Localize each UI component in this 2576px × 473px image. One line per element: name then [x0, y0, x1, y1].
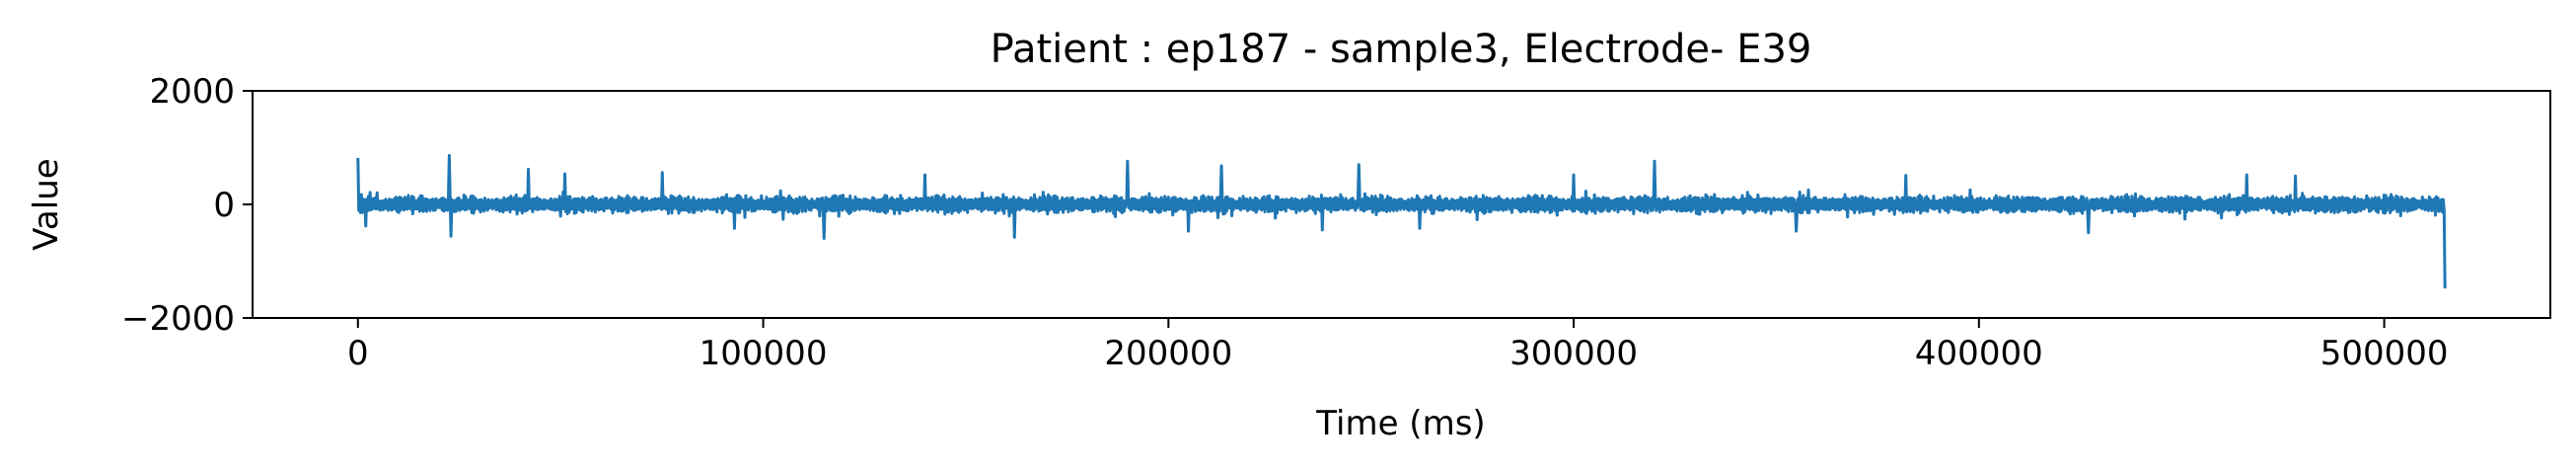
x-tick-label: 400000: [1915, 334, 2043, 373]
x-tick-label: 0: [347, 334, 369, 373]
y-axis: −2000 0 2000: [121, 72, 253, 339]
x-axis-label: Time (ms): [1315, 404, 1485, 443]
y-tick-label: 0: [213, 186, 235, 225]
x-tick-label: 100000: [699, 334, 828, 373]
x-tick-label: 300000: [1509, 334, 1638, 373]
y-tick-label: 2000: [149, 72, 235, 112]
series-line: [356, 154, 2447, 289]
chart-title: Patient : ep187 - sample3, Electrode- E3…: [991, 27, 1812, 72]
y-axis-label: Value: [27, 158, 66, 250]
x-tick-label: 200000: [1104, 334, 1232, 373]
series-layer: [356, 154, 2447, 289]
x-tick-label: 500000: [2320, 334, 2449, 373]
y-tick-label: −2000: [121, 299, 235, 339]
x-axis: 0 100000 200000 300000 400000 500000: [347, 318, 2449, 373]
